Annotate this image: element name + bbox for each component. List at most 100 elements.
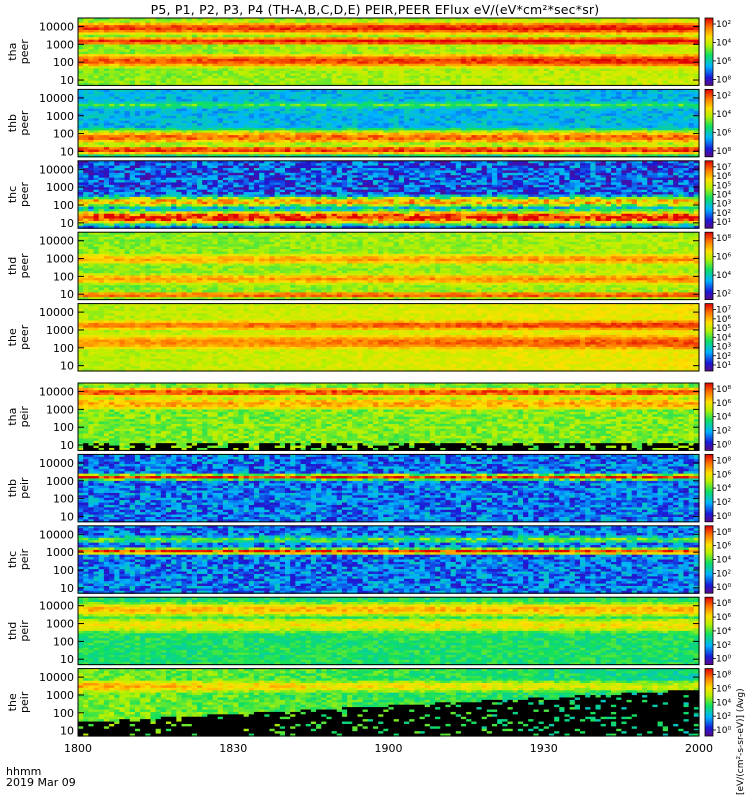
y-tick-label: 10 [60, 653, 74, 666]
colorbar [705, 383, 713, 450]
colorbar-tick-label: 10⁰ [716, 583, 731, 593]
colorbar-tick-label: 10¹ [716, 361, 731, 371]
y-tick-label: 10 [60, 288, 74, 301]
y-tick-label: 100 [53, 635, 74, 648]
colorbar [705, 232, 713, 299]
colorbar-tick-label: 10⁰ [716, 512, 731, 522]
colorbar-label: [eV/(cm²-s-sr-eV)] (Avg) [736, 688, 746, 795]
colorbar-tick-label: 10⁸ [716, 234, 731, 244]
y-tick-label: 10 [60, 582, 74, 595]
y-tick-label: 10 [60, 725, 74, 738]
y-tick-label: 100 [53, 564, 74, 577]
x-tick-label: 1930 [530, 742, 558, 755]
colorbar-tick-label: 10² [716, 20, 731, 30]
colorbar-tick-label: 10² [716, 569, 731, 579]
y-tick-label: 1000 [46, 689, 74, 702]
y-tick-label: 1000 [46, 403, 74, 416]
panel-species-label: peir [18, 620, 31, 642]
colorbar-tick-label: 10¹ [716, 218, 731, 228]
x-tick-label: 2000 [685, 742, 713, 755]
y-tick-label: 10000 [39, 21, 74, 34]
panel-species-label: peer [18, 324, 31, 350]
x-tick-label: 1900 [375, 742, 403, 755]
colorbar-tick-label: 10⁴ [716, 627, 731, 637]
y-tick-label: 10 [60, 217, 74, 230]
panel-species-label: peer [18, 110, 31, 136]
panel-species-label: peer [18, 39, 31, 65]
colorbar-tick-label: 10⁴ [716, 698, 731, 708]
colorbar-tick-label: 10⁶ [716, 128, 731, 138]
colorbar-tick-label: 10⁸ [716, 147, 731, 157]
colorbar-tick-label: 10⁴ [716, 556, 731, 566]
x-tick-label: 1830 [219, 742, 247, 755]
colorbar-tick-label: 10⁸ [716, 456, 731, 466]
colorbar-tick-label: 10⁸ [716, 671, 731, 681]
y-tick-label: 100 [53, 270, 74, 283]
panel-species-label: peer [18, 182, 31, 208]
colorbar-tick-label: 10⁰ [716, 440, 731, 450]
colorbar-tick-label: 10² [716, 498, 731, 508]
colorbar-tick-label: 10² [716, 91, 731, 101]
y-tick-label: 10 [60, 145, 74, 158]
colorbar-tick-label: 10⁴ [716, 110, 731, 120]
y-tick-label: 1000 [46, 546, 74, 559]
colorbar-tick-label: 10⁸ [716, 528, 731, 538]
y-tick-label: 10000 [39, 528, 74, 541]
colorbar [705, 669, 713, 736]
y-tick-label: 10 [60, 74, 74, 87]
y-tick-label: 100 [53, 56, 74, 69]
colorbar-tick-label: 10² [716, 712, 731, 722]
colorbar-tick-label: 10⁸ [716, 385, 731, 395]
colorbar-tick-label: 10⁴ [716, 38, 731, 48]
colorbar-tick-label: 10² [716, 290, 731, 300]
colorbar-tick-label: 10⁶ [716, 253, 731, 263]
y-tick-label: 1000 [46, 253, 74, 266]
colorbar [705, 454, 713, 521]
y-tick-label: 1000 [46, 475, 74, 488]
colorbar-tick-label: 10² [716, 427, 731, 437]
colorbar [705, 597, 713, 664]
footer-date: 2019 Mar 09 [6, 776, 76, 789]
y-tick-label: 1000 [46, 38, 74, 51]
y-tick-label: 10 [60, 510, 74, 523]
colorbar [705, 526, 713, 593]
colorbar-tick-label: 10⁸ [716, 599, 731, 609]
y-tick-label: 100 [53, 342, 74, 355]
y-tick-label: 100 [53, 128, 74, 141]
y-tick-label: 1000 [46, 618, 74, 631]
colorbar-tick-label: 10⁶ [716, 684, 731, 694]
colorbar-tick-label: 10⁰ [716, 655, 731, 665]
panel-species-label: peir [18, 477, 31, 499]
colorbar-tick-label: 10⁴ [716, 413, 731, 423]
y-tick-label: 10000 [39, 600, 74, 613]
colorbar-tick-label: 10⁴ [716, 484, 731, 494]
colorbar-tick-label: 10⁸ [716, 75, 731, 85]
y-tick-label: 100 [53, 707, 74, 720]
y-tick-label: 1000 [46, 324, 74, 337]
colorbar-tick-label: 10⁶ [716, 613, 731, 623]
y-tick-label: 10000 [39, 163, 74, 176]
y-tick-label: 10 [60, 360, 74, 373]
panel-species-label: peir [18, 548, 31, 570]
y-tick-label: 10000 [39, 92, 74, 105]
colorbar-tick-label: 10⁴ [716, 271, 731, 281]
y-tick-label: 1000 [46, 181, 74, 194]
y-tick-label: 10000 [39, 235, 74, 248]
x-tick-label: 1800 [64, 742, 92, 755]
colorbar [705, 89, 713, 156]
y-tick-label: 10 [60, 439, 74, 452]
panel-species-label: peer [18, 253, 31, 279]
y-tick-label: 10000 [39, 386, 74, 399]
y-tick-label: 100 [53, 421, 74, 434]
colorbar-tick-label: 10⁶ [716, 470, 731, 480]
